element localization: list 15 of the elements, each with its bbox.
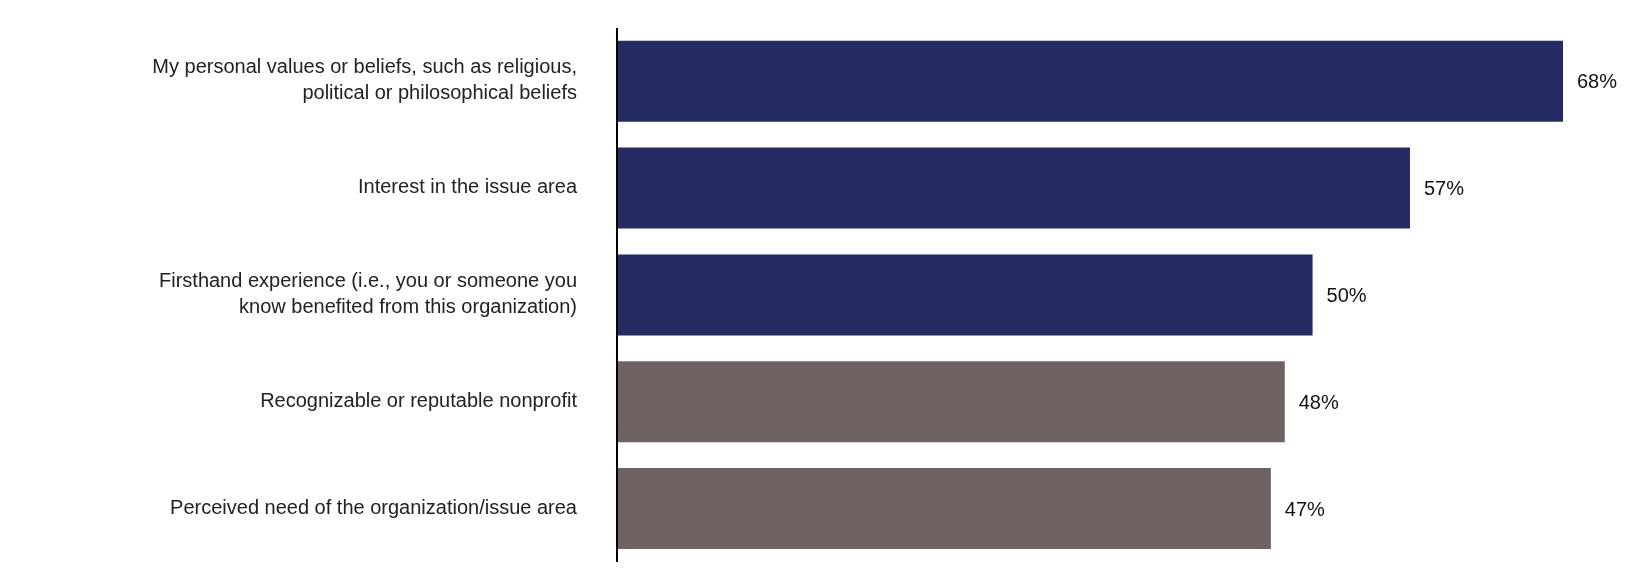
data-label: 48%	[1298, 390, 1340, 413]
data-label: 47%	[1284, 497, 1326, 520]
bar	[617, 254, 1313, 336]
data-label: 50%	[1326, 284, 1367, 307]
bar	[617, 40, 1563, 122]
y-tick-label: Perceived need of the organization/issue area	[170, 495, 578, 518]
y-tick-label: My personal values or beliefs, such as religious, political or philosophical beliefs	[152, 55, 577, 104]
bar	[617, 361, 1285, 443]
y-tick-label: Recognizable or reputable nonprofit	[260, 389, 578, 412]
bar	[617, 468, 1271, 550]
data-label: 68%	[1577, 70, 1618, 93]
bar	[617, 147, 1410, 229]
y-tick-label: Firsthand experience (i.e., you or someone you know benefited from this organization)	[159, 269, 577, 318]
data-label: 57%	[1423, 177, 1465, 200]
y-tick-label: Interest in the issue area	[357, 175, 578, 198]
